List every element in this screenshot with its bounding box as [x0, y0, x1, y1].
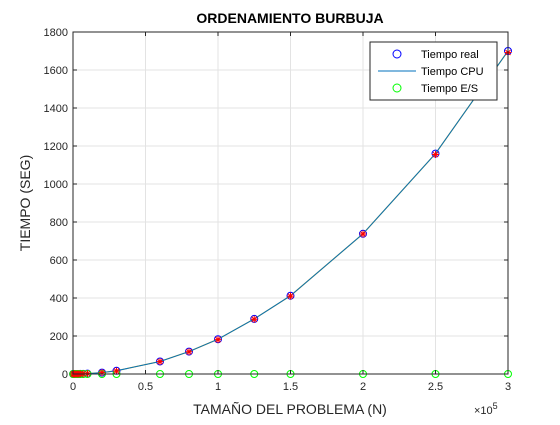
legend-label: Tiempo real	[421, 49, 479, 61]
legend-swatch	[392, 83, 402, 93]
y-tick-label: 1600	[44, 65, 68, 77]
star-point	[156, 358, 164, 366]
y-axis-label: TIEMPO (SEG)	[17, 155, 33, 251]
legend-label: Tiempo E/S	[421, 83, 478, 95]
y-tick-label: 800	[50, 217, 68, 229]
star-point	[185, 348, 193, 356]
star-point	[250, 315, 258, 323]
x-axis-exponent: ×105	[474, 401, 498, 417]
chart-title: ORDENAMIENTO BURBUJA	[196, 10, 383, 26]
y-tick-label: 200	[50, 331, 68, 343]
star-point	[432, 151, 439, 159]
y-tick-label: 1200	[44, 141, 68, 153]
y-tick-label: 1400	[44, 103, 68, 115]
x-axis-label: TAMAÑO DEL PROBLEMA (N)	[193, 401, 387, 417]
axis-ticks: 0 0.5 1 1.5 2 2.5 3 0 200 400 600 800 1000 1200 1400 16…	[44, 27, 512, 393]
y-tick-label: 1800	[44, 27, 68, 39]
y-tick-label: 600	[50, 255, 68, 267]
x-tick-label: 2.5	[428, 381, 443, 393]
y-tick-label: 0	[62, 369, 68, 381]
x-axis-exponent-power: 5	[493, 401, 498, 411]
x-tick-label: 1	[215, 381, 221, 393]
legend-swatch	[392, 49, 402, 59]
x-tick-label: 2	[360, 381, 366, 393]
star-point	[98, 369, 106, 377]
x-tick-label: 0.5	[138, 381, 153, 393]
legend-label: Tiempo CPU	[421, 66, 484, 78]
y-tick-label: 400	[50, 293, 68, 305]
x-axis-exponent-base: ×10	[474, 405, 493, 417]
star-point	[113, 367, 120, 375]
star-point	[287, 292, 294, 300]
legend: Tiempo real Tiempo CPU Tiempo E/S	[369, 41, 498, 101]
star-point	[214, 336, 222, 344]
y-tick-label: 1000	[44, 179, 68, 191]
x-tick-label: 1.5	[283, 381, 298, 393]
x-tick-label: 3	[505, 381, 511, 393]
x-tick-label: 0	[70, 381, 76, 393]
star-point	[359, 230, 367, 238]
